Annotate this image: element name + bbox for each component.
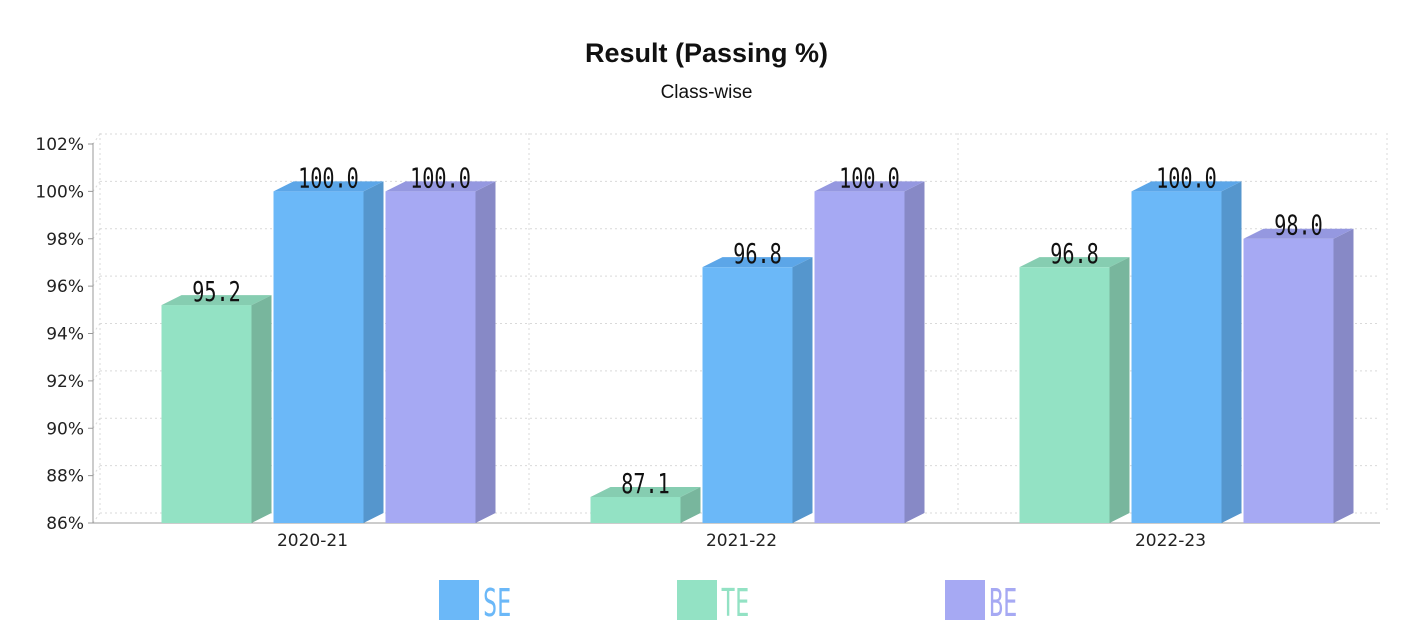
y-tick-label: 102% bbox=[35, 135, 84, 155]
data-label: 100.0 bbox=[1156, 161, 1217, 194]
bar-side-be bbox=[475, 181, 496, 523]
bar-top-se bbox=[702, 257, 813, 268]
x-tick-label: 2021-22 bbox=[706, 531, 777, 551]
x-tick-label: 2020-21 bbox=[277, 531, 348, 551]
data-label: 100.0 bbox=[298, 161, 359, 194]
bar-top-te bbox=[161, 295, 272, 306]
gridline-h-depth bbox=[92, 133, 101, 145]
bar-top-te bbox=[590, 486, 701, 497]
x-tick-label: 2022-23 bbox=[1135, 531, 1206, 551]
bar-be bbox=[1243, 238, 1334, 523]
bar-top-se bbox=[1131, 181, 1242, 192]
bar-se bbox=[1131, 191, 1222, 523]
bar-te bbox=[590, 496, 681, 523]
bar-side-be bbox=[1333, 228, 1354, 523]
bar-side-se bbox=[792, 257, 813, 523]
bar-top-be bbox=[814, 181, 925, 192]
data-label: 95.2 bbox=[192, 275, 241, 308]
bar-side-te bbox=[680, 486, 701, 523]
gridline-h-depth bbox=[92, 512, 101, 524]
gridline-h-depth bbox=[92, 275, 101, 287]
data-label: 100.0 bbox=[410, 161, 471, 194]
legend-label-se: SE bbox=[483, 582, 511, 625]
bar-top-se bbox=[273, 181, 384, 192]
data-label: 96.8 bbox=[733, 237, 782, 270]
gridline-h-depth bbox=[92, 370, 101, 382]
chart-subtitle: Class-wise bbox=[660, 82, 753, 103]
legend-swatch-se bbox=[439, 580, 479, 620]
data-label: 96.8 bbox=[1050, 237, 1099, 270]
gridline-h-depth bbox=[92, 228, 101, 240]
chart-title: Result (Passing %) bbox=[584, 38, 829, 68]
bar-top-be bbox=[385, 181, 496, 192]
gridline-h-depth bbox=[92, 181, 101, 192]
bar-te bbox=[1019, 267, 1110, 523]
y-tick-label: 86% bbox=[46, 514, 84, 534]
legend-swatch-be bbox=[945, 580, 985, 620]
gridline-h-depth bbox=[92, 417, 101, 429]
bar-side-te bbox=[251, 295, 272, 523]
y-tick-label: 94% bbox=[46, 325, 84, 345]
data-label: 98.0 bbox=[1274, 208, 1323, 241]
bar-se bbox=[702, 267, 793, 523]
gridline-h-depth bbox=[92, 323, 101, 334]
bar-se bbox=[273, 191, 364, 523]
y-tick-label: 92% bbox=[46, 372, 84, 392]
legend-swatch-te bbox=[677, 580, 717, 620]
data-label: 87.1 bbox=[621, 467, 670, 500]
bar-side-be bbox=[904, 181, 925, 523]
bar-side-se bbox=[1221, 181, 1242, 523]
y-tick-label: 100% bbox=[35, 182, 84, 202]
data-label: 100.0 bbox=[839, 161, 900, 194]
y-tick-label: 90% bbox=[46, 419, 84, 439]
y-tick-label: 88% bbox=[46, 467, 84, 487]
gridline-h-depth bbox=[92, 465, 101, 476]
bar-top-be bbox=[1243, 228, 1354, 239]
bar-top-te bbox=[1019, 257, 1130, 268]
bar-side-se bbox=[363, 181, 384, 523]
y-tick-label: 98% bbox=[46, 230, 84, 250]
legend-label-be: BE bbox=[989, 582, 1017, 625]
bar-be bbox=[385, 191, 476, 523]
y-tick-label: 96% bbox=[46, 277, 84, 297]
bar-side-te bbox=[1109, 257, 1130, 523]
bar-te bbox=[161, 305, 252, 523]
bar-be bbox=[814, 191, 905, 523]
legend-label-te: TE bbox=[721, 582, 749, 625]
